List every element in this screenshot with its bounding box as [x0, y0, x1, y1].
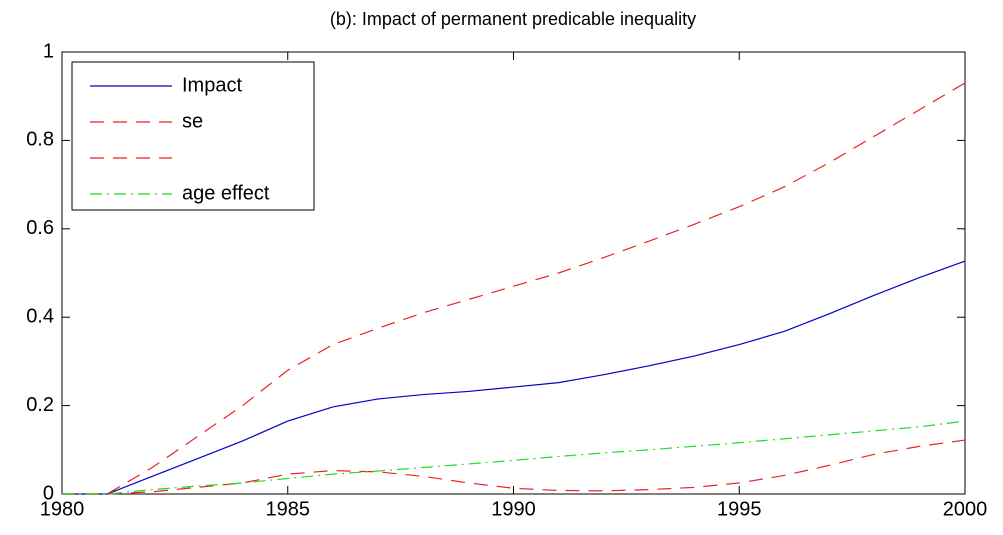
y-tick-label: 0.8: [26, 129, 54, 151]
series-line: [62, 420, 966, 495]
legend-label: Impact: [182, 74, 242, 96]
y-tick-label: 0.2: [26, 394, 54, 416]
legend: [71, 61, 315, 211]
legend-label: se: [182, 110, 203, 132]
series-line: [62, 82, 966, 495]
x-tick-label: 1995: [717, 498, 762, 520]
y-tick-label: 0.6: [26, 217, 54, 239]
x-tick-label: 1985: [266, 498, 311, 520]
x-tick-label: 1980: [40, 498, 85, 520]
x-tick-label: 1990: [491, 498, 536, 520]
series-line: [62, 260, 966, 495]
chart-title: (b): Impact of permanent predicable ineq…: [330, 9, 696, 29]
y-tick-label: 0: [43, 482, 54, 504]
legend-label: age effect: [182, 182, 270, 204]
y-tick-label: 1: [43, 40, 54, 62]
x-tick-label: 2000: [943, 498, 988, 520]
y-tick-label: 0.4: [26, 305, 54, 327]
series-line: [62, 439, 966, 495]
